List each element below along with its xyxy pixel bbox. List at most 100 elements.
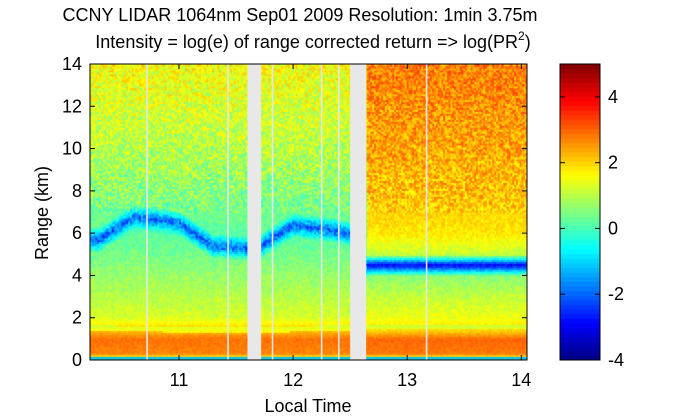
colorbar-swatch	[560, 323, 600, 329]
colorbar-swatch	[560, 332, 600, 338]
x-axis-label: Local Time	[264, 396, 351, 416]
y-tick-label: 6	[72, 223, 82, 243]
colorbar-swatch	[560, 128, 600, 134]
colorbar-swatch	[560, 249, 600, 255]
colorbar-swatch	[560, 124, 600, 130]
colorbar-swatch	[560, 244, 600, 250]
colorbar-swatch	[560, 230, 600, 236]
colorbar-swatch	[560, 184, 600, 190]
colorbar-swatch	[560, 133, 600, 139]
subtitle-suffix: )	[525, 32, 531, 52]
colorbar-swatch	[560, 87, 600, 93]
colorbar-swatch	[560, 165, 600, 171]
y-tick-label: 2	[72, 308, 82, 328]
colorbar-swatch	[560, 355, 600, 361]
x-axis: 11 12 13 14	[170, 64, 531, 390]
y-tick-label: 4	[72, 265, 82, 285]
colorbar-swatch	[560, 346, 600, 352]
colorbar-swatch	[560, 193, 600, 199]
plot-frame	[89, 63, 528, 361]
colorbar-swatch	[560, 179, 600, 185]
colorbar-swatch	[560, 309, 600, 315]
colorbar-swatch	[560, 350, 600, 356]
colorbar-swatch	[560, 198, 600, 204]
colorbar-swatch	[560, 91, 600, 97]
colorbar-tick-label: 4	[608, 87, 618, 107]
colorbar-swatch	[560, 207, 600, 213]
colorbar-axis: -4 -2 0 2 4	[560, 87, 624, 370]
colorbar-swatch	[560, 73, 600, 79]
colorbar-swatch	[560, 212, 600, 218]
data-gap	[350, 64, 367, 360]
colorbar-frame	[559, 63, 601, 361]
subtitle-superscript: 2	[518, 29, 525, 43]
colorbar-swatch	[560, 253, 600, 259]
y-axis: 0 2 4 6 8 10 12 14	[62, 54, 527, 370]
colorbar-swatch	[560, 119, 600, 125]
colorbar-swatch	[560, 170, 600, 176]
colorbar-swatch	[560, 202, 600, 208]
colorbar-swatch	[560, 156, 600, 162]
colorbar-swatch	[560, 313, 600, 319]
colorbar-tick-label: 2	[608, 153, 618, 173]
colorbar-swatch	[560, 327, 600, 333]
colorbar-swatch	[560, 341, 600, 347]
y-tick-label: 14	[62, 54, 82, 74]
y-axis-label: Range (km)	[32, 166, 52, 260]
colorbar-swatch	[560, 151, 600, 157]
colorbar-swatch	[560, 147, 600, 153]
colorbar-swatch	[560, 318, 600, 324]
data-gap	[247, 64, 262, 360]
x-tick-label: 12	[283, 370, 303, 390]
colorbar	[560, 64, 600, 361]
colorbar-tick-label: -2	[608, 284, 624, 304]
y-tick-label: 8	[72, 181, 82, 201]
colorbar-swatch	[560, 225, 600, 231]
colorbar-swatch	[560, 82, 600, 88]
x-tick-label: 13	[397, 370, 417, 390]
colorbar-swatch	[560, 286, 600, 292]
colorbar-swatch	[560, 267, 600, 273]
colorbar-swatch	[560, 188, 600, 194]
heatmap-image	[90, 64, 527, 360]
colorbar-swatch	[560, 239, 600, 245]
colorbar-swatch	[560, 235, 600, 241]
plot-area	[90, 64, 527, 360]
colorbar-swatch	[560, 101, 600, 107]
colorbar-swatch	[560, 221, 600, 227]
colorbar-swatch	[560, 77, 600, 83]
colorbar-swatch	[560, 142, 600, 148]
x-tick-label: 11	[170, 370, 189, 390]
colorbar-tick-label: 0	[608, 218, 618, 238]
colorbar-swatch	[560, 336, 600, 342]
colorbar-swatch	[560, 262, 600, 268]
y-tick-label: 10	[62, 139, 82, 159]
colorbar-swatch	[560, 96, 600, 102]
colorbar-swatch	[560, 299, 600, 305]
y-tick-label: 12	[62, 96, 82, 116]
colorbar-swatch	[560, 216, 600, 222]
colorbar-swatch	[560, 276, 600, 282]
subtitle-prefix: Intensity = log(e) of range corrected re…	[95, 32, 518, 52]
colorbar-swatch	[560, 114, 600, 120]
colorbar-swatch	[560, 295, 600, 301]
colorbar-swatch	[560, 110, 600, 116]
colorbar-swatch	[560, 258, 600, 264]
colorbar-swatch	[560, 64, 600, 70]
colorbar-swatch	[560, 175, 600, 181]
ground-row	[90, 356, 527, 360]
colorbar-swatch	[560, 161, 600, 167]
colorbar-tick-label: -4	[608, 350, 624, 370]
colorbar-swatch	[560, 290, 600, 296]
y-tick-label: 0	[72, 350, 82, 370]
colorbar-swatch	[560, 272, 600, 278]
colorbar-swatch	[560, 68, 600, 74]
chart-subtitle: Intensity = log(e) of range corrected re…	[95, 29, 530, 52]
colorbar-swatch	[560, 105, 600, 111]
x-tick-label: 14	[511, 370, 531, 390]
chart-title: CCNY LIDAR 1064nm Sep01 2009 Resolution:…	[63, 5, 538, 25]
colorbar-swatch	[560, 304, 600, 310]
colorbar-swatch	[560, 138, 600, 144]
colorbar-swatch	[560, 281, 600, 287]
